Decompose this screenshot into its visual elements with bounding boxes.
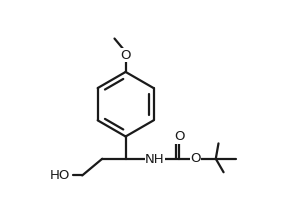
- Text: O: O: [174, 130, 184, 143]
- Text: O: O: [190, 152, 201, 165]
- Text: HO: HO: [49, 169, 70, 182]
- Text: O: O: [120, 49, 131, 62]
- Text: NH: NH: [145, 153, 164, 166]
